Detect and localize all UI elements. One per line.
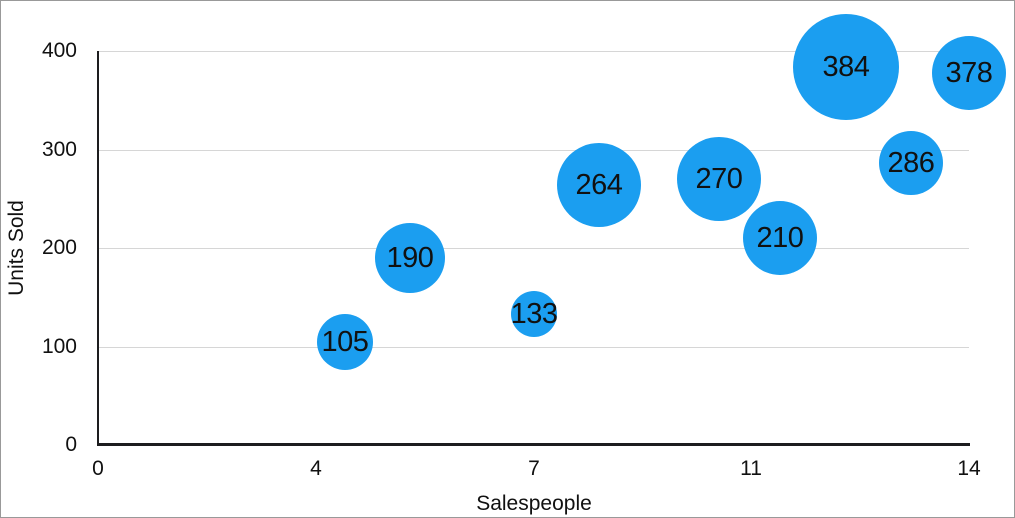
bubble-210[interactable]: 210 [743, 201, 817, 275]
bubble-value-label: 190 [386, 241, 434, 274]
bubble-value-label: 105 [321, 325, 369, 358]
bubble-190[interactable]: 190 [375, 223, 445, 293]
bubble-270[interactable]: 270 [677, 137, 761, 221]
bubble-value-label: 210 [756, 221, 804, 254]
x-axis-title: Salespeople [476, 492, 592, 515]
y-tick-label-300: 300 [41, 138, 77, 161]
gridline-300 [98, 150, 969, 151]
x-tick-label-14: 14 [957, 457, 981, 480]
y-tick-label-400: 400 [41, 39, 77, 62]
gridline-200 [98, 248, 969, 249]
bubble-286[interactable]: 286 [879, 131, 943, 195]
x-tick-label-11: 11 [740, 457, 762, 480]
y-tick-label-0: 0 [65, 433, 77, 456]
x-axis-line [97, 443, 970, 446]
bubble-value-label: 270 [695, 162, 743, 195]
bubble-value-label: 286 [887, 146, 935, 179]
gridline-100 [98, 347, 969, 348]
y-tick-label-200: 200 [41, 236, 77, 259]
bubble-value-label: 264 [575, 168, 623, 201]
bubble-105[interactable]: 105 [317, 314, 373, 370]
bubble-264[interactable]: 264 [557, 143, 641, 227]
gridline-400 [98, 51, 969, 52]
y-tick-label-100: 100 [41, 335, 77, 358]
bubble-133[interactable]: 133 [510, 291, 558, 337]
bubble-value-label: 378 [945, 56, 993, 89]
bubble-value-label: 384 [822, 50, 870, 83]
bubble-value-label: 133 [510, 297, 558, 330]
bubble-378[interactable]: 378 [932, 36, 1006, 110]
bubble-384[interactable]: 384 [793, 14, 899, 120]
y-axis-line [97, 51, 99, 446]
x-tick-label-0: 0 [92, 457, 104, 480]
x-tick-label-7: 7 [528, 457, 540, 480]
x-tick-label-4: 4 [310, 457, 322, 480]
